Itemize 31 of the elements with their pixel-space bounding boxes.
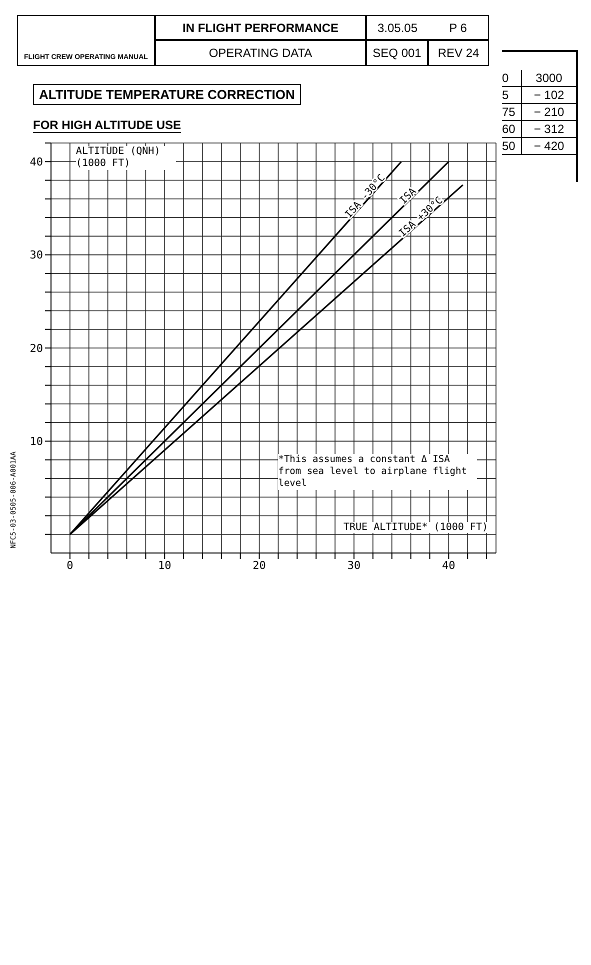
text: REV 24: [428, 40, 489, 66]
text: 3000: [522, 70, 576, 87]
text: − 102: [522, 87, 576, 104]
text: 0: [502, 70, 522, 87]
text: 3.05.05: [366, 15, 428, 40]
y-tick-label: 20: [30, 342, 43, 355]
text: 5: [502, 87, 522, 104]
y-tick-label: 30: [30, 248, 43, 262]
text: − 312: [522, 121, 576, 138]
text: P 6: [428, 15, 489, 40]
text: 75: [502, 104, 522, 121]
chart-title: ALTITUDE TEMPERATURE CORRECTION: [33, 84, 301, 105]
x-tick-label: 10: [158, 558, 172, 572]
annotation: *This assumes a constant Δ ISA from sea level to airplane flight level: [278, 454, 478, 490]
x-axis-title: TRUE ALTITUDE* (1000 FT): [344, 522, 488, 534]
text: 50: [502, 138, 522, 155]
x-tick-label: 0: [66, 558, 74, 572]
x-tick-label: 30: [347, 558, 361, 572]
text: 60: [502, 121, 522, 138]
text: ISA: [398, 186, 419, 207]
text: IN FLIGHT PERFORMANCE: [155, 15, 366, 40]
text: − 420: [522, 138, 576, 155]
x-tick-label: 20: [252, 558, 266, 572]
text: SEQ 001: [366, 40, 428, 66]
x-tick-label: 40: [442, 558, 456, 572]
y-tick-label: 40: [30, 156, 43, 169]
chart-subtitle: FOR HIGH ALTITUDE USE: [33, 118, 181, 133]
text: OPERATING DATA: [155, 40, 366, 66]
y-axis-title: ALTITUDE (QNH) (1000 FT): [76, 146, 176, 170]
text: − 210: [522, 104, 576, 121]
y-tick-label: 10: [30, 435, 43, 448]
